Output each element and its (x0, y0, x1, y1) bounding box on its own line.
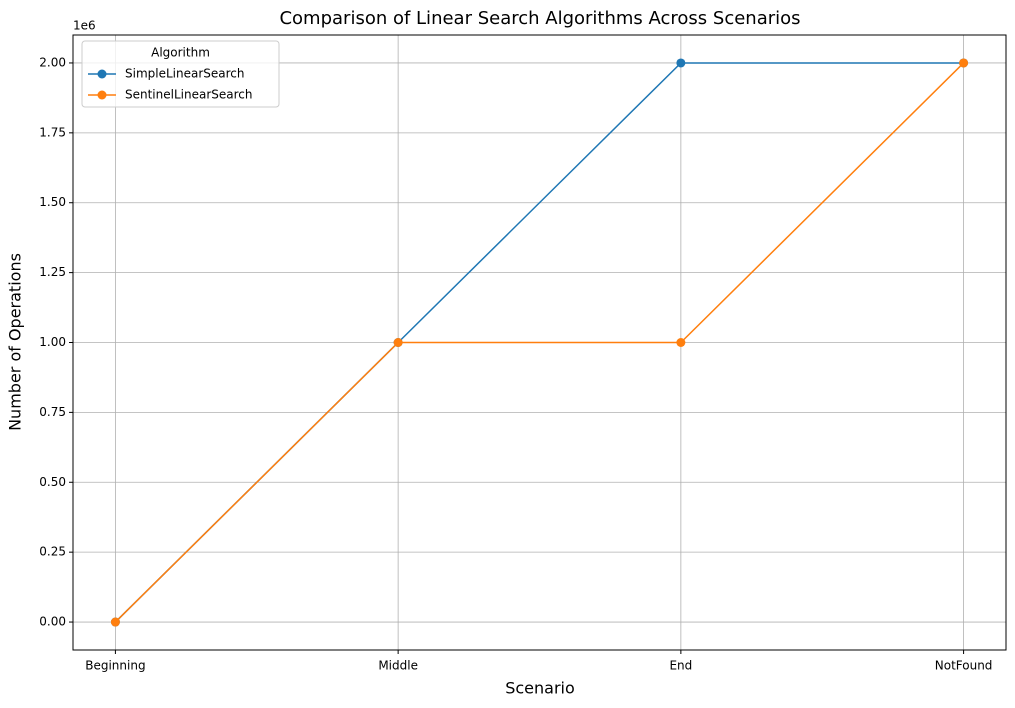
y-axis-label: Number of Operations (6, 253, 25, 431)
y-tick-label: 1.75 (39, 125, 66, 139)
y-tick-label: 0.25 (39, 545, 66, 559)
x-tick-label: NotFound (935, 659, 993, 673)
data-point (676, 58, 686, 68)
legend-label: SentinelLinearSearch (125, 88, 253, 102)
chart-title: Comparison of Linear Search Algorithms A… (279, 8, 800, 29)
y-offset-label: 1e6 (73, 19, 96, 33)
y-tick-label: 1.00 (39, 335, 66, 349)
y-tick-label: 1.25 (39, 265, 66, 279)
x-tick-label: Beginning (85, 659, 145, 673)
data-point (393, 338, 403, 347)
data-point (110, 617, 120, 627)
y-tick-label: 0.00 (39, 615, 66, 629)
plot-frame (72, 34, 1007, 651)
legend-title: Algorithm (151, 46, 210, 60)
y-tick-label: 0.50 (39, 475, 66, 489)
y-tick-label: 0.75 (39, 405, 66, 419)
data-point (959, 58, 969, 68)
series-line (114, 62, 965, 623)
data-point (676, 338, 686, 347)
x-tick-label: End (669, 659, 692, 673)
y-tick-label: 1.50 (39, 195, 66, 209)
x-axis-label: Scenario (505, 679, 575, 698)
legend-box (81, 40, 280, 108)
legend-marker (97, 90, 107, 100)
legend-marker (97, 69, 107, 79)
x-tick-label: Middle (378, 659, 418, 673)
y-tick-label: 2.00 (39, 55, 66, 69)
legend-label: SimpleLinearSearch (125, 67, 245, 81)
